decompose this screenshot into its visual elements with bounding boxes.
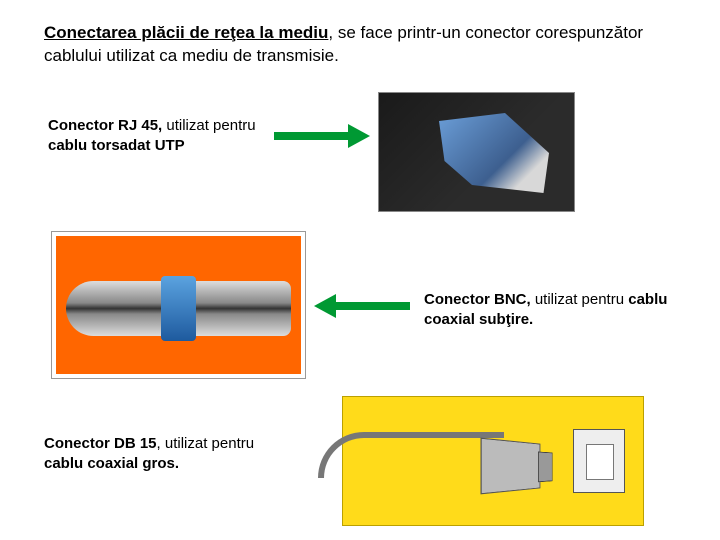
rj45-image	[378, 92, 575, 212]
db15-name: Conector DB 15	[44, 435, 157, 452]
db15-cable: cablu coaxial gros.	[44, 455, 179, 472]
arrow-left-icon	[314, 292, 414, 320]
heading-text: Conectarea plăcii de reţea la mediu, se …	[44, 22, 664, 68]
bnc-name: Conector BNC,	[424, 291, 531, 308]
db15-sep: ,	[157, 435, 165, 452]
db15-mid: utilizat pentru	[165, 435, 254, 452]
arrow-right-icon	[270, 122, 370, 150]
db15-image	[342, 396, 644, 526]
rj45-label: Conector RJ 45, utilizat pentru cablu to…	[48, 116, 278, 155]
db15-port-graphic	[573, 429, 625, 493]
rj45-mid: utilizat pentru	[162, 117, 255, 134]
rj45-name: Conector RJ 45,	[48, 117, 162, 134]
db15-plug-graphic	[481, 438, 541, 495]
bnc-label: Conector BNC, utilizat pentru cablu coax…	[424, 290, 694, 329]
bnc-mid: utilizat pentru	[531, 291, 629, 308]
heading-title: Conectarea plăcii de reţea la mediu	[44, 23, 328, 42]
db15-label: Conector DB 15, utilizat pentru cablu co…	[44, 434, 294, 473]
db15-cable-graphic	[318, 432, 504, 478]
rj45-cable: cablu torsadat UTP	[48, 137, 185, 154]
bnc-image	[52, 232, 305, 378]
